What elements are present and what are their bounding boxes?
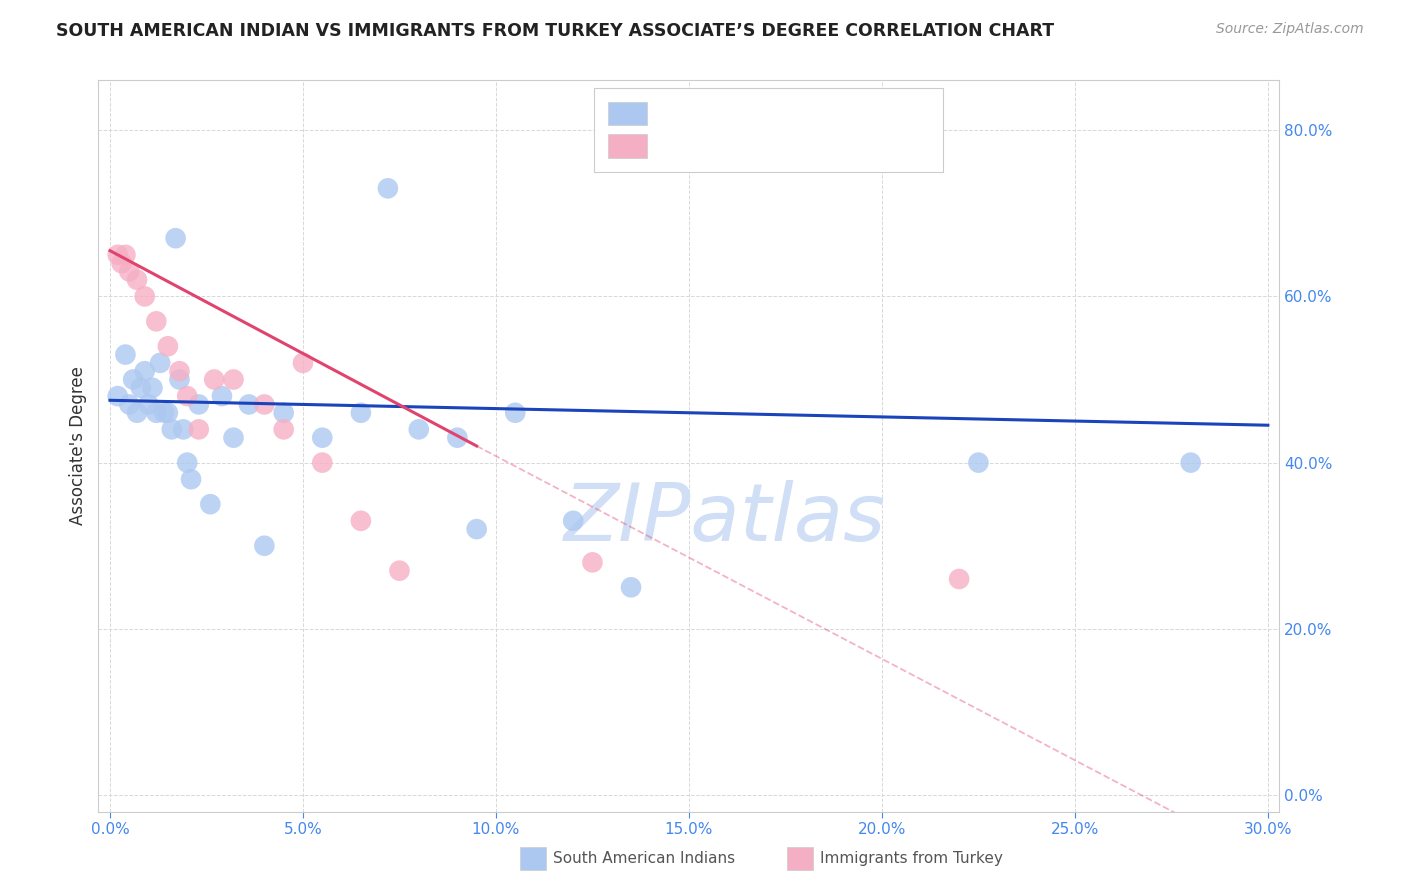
Point — [145, 314, 167, 328]
Point — [211, 389, 233, 403]
Point — [200, 497, 222, 511]
Text: Source: ZipAtlas.com: Source: ZipAtlas.com — [1216, 22, 1364, 37]
Point — [129, 381, 152, 395]
Point — [202, 372, 225, 386]
Point — [160, 422, 183, 436]
Point — [118, 264, 141, 278]
Point — [134, 364, 156, 378]
Point — [180, 472, 202, 486]
Point — [156, 406, 179, 420]
Point — [141, 381, 163, 395]
Point — [253, 539, 276, 553]
Point — [187, 422, 209, 436]
Point — [118, 397, 141, 411]
Point — [388, 564, 411, 578]
Point — [114, 248, 136, 262]
Point — [562, 514, 585, 528]
Point — [156, 339, 179, 353]
Point — [114, 348, 136, 362]
Point — [408, 422, 430, 436]
Point — [153, 406, 176, 420]
Point — [222, 431, 245, 445]
Point — [107, 389, 129, 403]
Point — [948, 572, 970, 586]
Point — [311, 456, 333, 470]
Point — [1180, 456, 1202, 470]
Text: SOUTH AMERICAN INDIAN VS IMMIGRANTS FROM TURKEY ASSOCIATE’S DEGREE CORRELATION C: SOUTH AMERICAN INDIAN VS IMMIGRANTS FROM… — [56, 22, 1054, 40]
Point — [134, 289, 156, 303]
Point — [620, 580, 643, 594]
Point — [125, 273, 148, 287]
Point — [273, 422, 295, 436]
Point — [172, 422, 194, 436]
Point — [253, 397, 276, 411]
Point — [446, 431, 468, 445]
Point — [503, 406, 526, 420]
Y-axis label: Associate's Degree: Associate's Degree — [69, 367, 87, 525]
Point — [967, 456, 990, 470]
Text: ZIPatlas: ZIPatlas — [564, 480, 886, 558]
Point — [122, 372, 145, 386]
Point — [222, 372, 245, 386]
Point — [176, 456, 198, 470]
Point — [311, 431, 333, 445]
Point — [291, 356, 314, 370]
Text: Immigrants from Turkey: Immigrants from Turkey — [820, 851, 1002, 866]
Point — [581, 555, 603, 569]
Point — [149, 356, 172, 370]
Point — [273, 406, 295, 420]
Point — [187, 397, 209, 411]
Point — [165, 231, 187, 245]
Point — [169, 372, 191, 386]
Point — [125, 406, 148, 420]
Point — [110, 256, 132, 270]
Point — [145, 406, 167, 420]
Point — [465, 522, 488, 536]
Point — [350, 514, 373, 528]
Point — [350, 406, 373, 420]
Text: South American Indians: South American Indians — [553, 851, 735, 866]
Point — [176, 389, 198, 403]
Point — [169, 364, 191, 378]
Point — [377, 181, 399, 195]
Point — [238, 397, 260, 411]
Point — [138, 397, 160, 411]
Point — [107, 248, 129, 262]
